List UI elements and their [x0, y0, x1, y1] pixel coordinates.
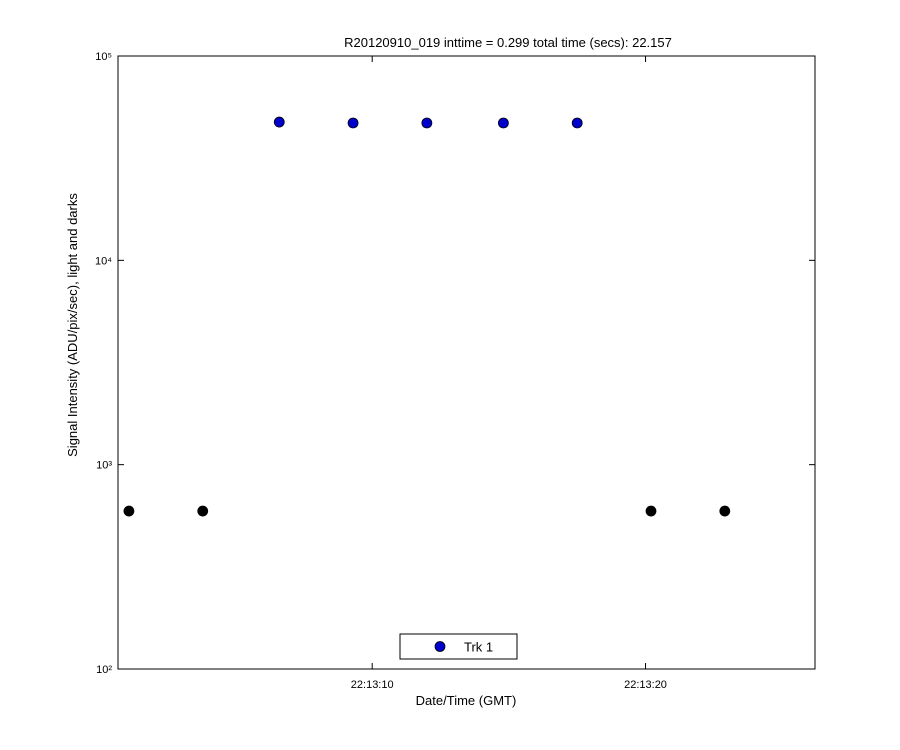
point: [571, 117, 583, 129]
y-axis-label: Signal Intensity (ADU/pix/sec), light an…: [65, 193, 80, 457]
y-tick-label: 10³: [96, 460, 112, 472]
legend-marker: [434, 641, 446, 652]
legend-label: Trk 1: [464, 640, 493, 655]
point: [421, 117, 433, 129]
x-tick-label: 22:13:20: [624, 679, 667, 691]
y-tick-label: 10⁵: [95, 51, 112, 63]
x-axis-label: Date/Time (GMT): [416, 693, 517, 708]
legend-box: [399, 633, 518, 660]
point: [273, 116, 285, 128]
x-tick-label: 22:13:10: [351, 679, 394, 691]
chart-title: R20120910_019 inttime = 0.299 total time…: [344, 35, 672, 50]
y-tick-label: 10⁴: [95, 255, 112, 267]
point: [497, 117, 509, 129]
point: [123, 505, 135, 517]
point: [347, 117, 359, 129]
plot-area: [117, 55, 816, 670]
point: [197, 505, 209, 517]
point: [719, 505, 731, 517]
y-tick-label: 10²: [96, 664, 112, 676]
point: [645, 505, 657, 517]
